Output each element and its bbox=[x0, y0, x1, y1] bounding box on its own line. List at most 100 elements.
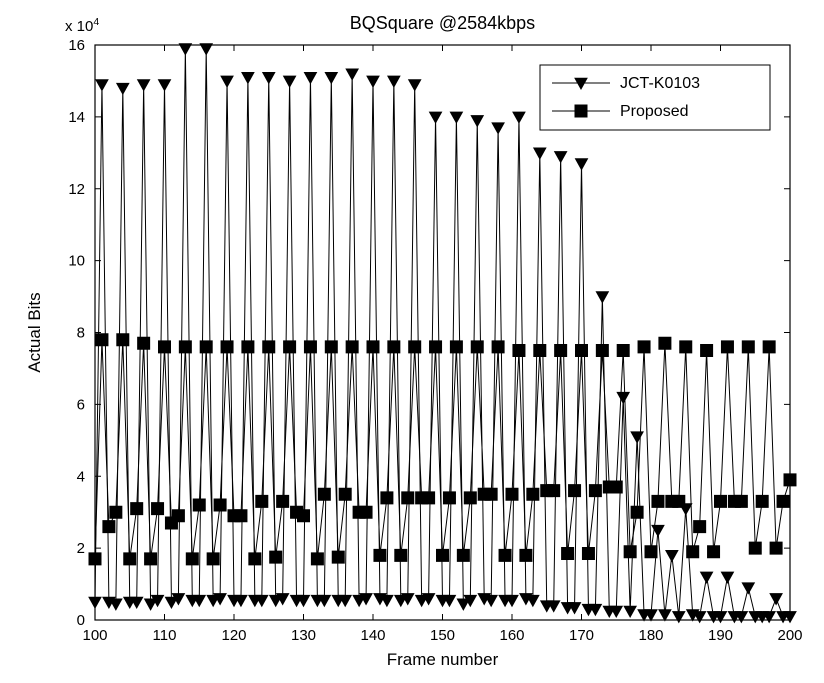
series-marker-1 bbox=[499, 549, 511, 561]
series-marker-0 bbox=[721, 572, 733, 583]
series-marker-1 bbox=[562, 548, 574, 560]
y-axis-label: Actual Bits bbox=[25, 292, 44, 372]
series-marker-1 bbox=[520, 549, 532, 561]
series-marker-1 bbox=[784, 474, 796, 486]
series-marker-1 bbox=[138, 337, 150, 349]
series-marker-1 bbox=[221, 341, 233, 353]
xtick-label: 110 bbox=[153, 627, 177, 644]
series-marker-0 bbox=[242, 73, 254, 84]
xtick-label: 170 bbox=[569, 627, 594, 644]
series-marker-1 bbox=[582, 548, 594, 560]
series-marker-1 bbox=[367, 341, 379, 353]
series-marker-0 bbox=[221, 76, 233, 87]
series-marker-0 bbox=[513, 112, 525, 123]
series-marker-1 bbox=[186, 553, 198, 565]
chart-container: 1001101201301401501601701801902000246810… bbox=[0, 0, 824, 683]
series-marker-0 bbox=[159, 80, 171, 91]
series-marker-1 bbox=[763, 341, 775, 353]
series-marker-1 bbox=[214, 499, 226, 511]
legend-label-1: Proposed bbox=[620, 103, 689, 120]
series-marker-1 bbox=[235, 510, 247, 522]
xtick-label: 200 bbox=[777, 627, 802, 644]
series-marker-1 bbox=[450, 341, 462, 353]
series-marker-1 bbox=[263, 341, 275, 353]
series-marker-1 bbox=[492, 341, 504, 353]
series-marker-1 bbox=[117, 334, 129, 346]
xtick-label: 150 bbox=[430, 627, 455, 644]
series-marker-1 bbox=[589, 485, 601, 497]
series-marker-1 bbox=[284, 341, 296, 353]
series-marker-1 bbox=[471, 341, 483, 353]
series-marker-1 bbox=[742, 341, 754, 353]
series-marker-0 bbox=[742, 583, 754, 594]
series-marker-0 bbox=[388, 76, 400, 87]
series-marker-0 bbox=[96, 80, 108, 91]
series-marker-0 bbox=[110, 599, 122, 610]
series-marker-1 bbox=[318, 488, 330, 500]
series-marker-1 bbox=[464, 492, 476, 504]
series-marker-1 bbox=[756, 495, 768, 507]
series-marker-1 bbox=[423, 492, 435, 504]
series-marker-1 bbox=[645, 546, 657, 558]
ytick-label: 8 bbox=[77, 325, 85, 342]
series-line-0 bbox=[95, 49, 790, 617]
ytick-label: 12 bbox=[68, 181, 85, 198]
series-marker-1 bbox=[777, 495, 789, 507]
series-marker-1 bbox=[277, 495, 289, 507]
series-marker-0 bbox=[624, 606, 636, 617]
series-marker-1 bbox=[430, 341, 442, 353]
series-marker-1 bbox=[555, 344, 567, 356]
series-marker-0 bbox=[89, 597, 101, 608]
series-marker-1 bbox=[534, 344, 546, 356]
xtick-label: 180 bbox=[638, 627, 663, 644]
ytick-label: 0 bbox=[77, 612, 85, 629]
xtick-label: 100 bbox=[82, 627, 107, 644]
series-marker-0 bbox=[666, 551, 678, 562]
series-marker-0 bbox=[617, 392, 629, 403]
ytick-label: 2 bbox=[77, 540, 85, 557]
series-marker-1 bbox=[708, 546, 720, 558]
series-marker-1 bbox=[179, 341, 191, 353]
xtick-label: 160 bbox=[499, 627, 524, 644]
series-marker-1 bbox=[374, 549, 386, 561]
series-marker-1 bbox=[207, 553, 219, 565]
series-marker-0 bbox=[596, 292, 608, 303]
series-marker-1 bbox=[311, 553, 323, 565]
series-marker-1 bbox=[527, 488, 539, 500]
series-marker-0 bbox=[485, 595, 497, 606]
series-marker-1 bbox=[694, 521, 706, 533]
series-marker-0 bbox=[179, 44, 191, 55]
series-marker-0 bbox=[325, 73, 337, 84]
series-marker-0 bbox=[471, 116, 483, 127]
series-marker-0 bbox=[367, 76, 379, 87]
series-marker-1 bbox=[638, 341, 650, 353]
series-marker-1 bbox=[131, 503, 143, 515]
series-marker-1 bbox=[485, 488, 497, 500]
series-marker-1 bbox=[409, 341, 421, 353]
x-axis-label: Frame number bbox=[387, 650, 499, 669]
series-marker-1 bbox=[513, 344, 525, 356]
series-marker-1 bbox=[242, 341, 254, 353]
series-marker-1 bbox=[680, 341, 692, 353]
series-line-1 bbox=[95, 340, 790, 559]
series-marker-0 bbox=[346, 69, 358, 80]
series-marker-0 bbox=[555, 152, 567, 163]
series-marker-0 bbox=[200, 44, 212, 55]
ytick-label: 16 bbox=[68, 37, 85, 54]
series-marker-1 bbox=[388, 341, 400, 353]
series-marker-1 bbox=[569, 485, 581, 497]
chart-title: BQSquare @2584kbps bbox=[350, 13, 535, 33]
series-marker-1 bbox=[124, 553, 136, 565]
series-marker-1 bbox=[652, 495, 664, 507]
series-marker-1 bbox=[193, 499, 205, 511]
series-marker-1 bbox=[145, 553, 157, 565]
series-marker-1 bbox=[596, 344, 608, 356]
series-marker-1 bbox=[325, 341, 337, 353]
series-marker-1 bbox=[443, 492, 455, 504]
series-marker-0 bbox=[430, 112, 442, 123]
series-marker-0 bbox=[263, 73, 275, 84]
series-marker-1 bbox=[617, 344, 629, 356]
ytick-label: 4 bbox=[77, 468, 85, 485]
plot-box bbox=[95, 45, 790, 620]
series-marker-0 bbox=[534, 148, 546, 159]
